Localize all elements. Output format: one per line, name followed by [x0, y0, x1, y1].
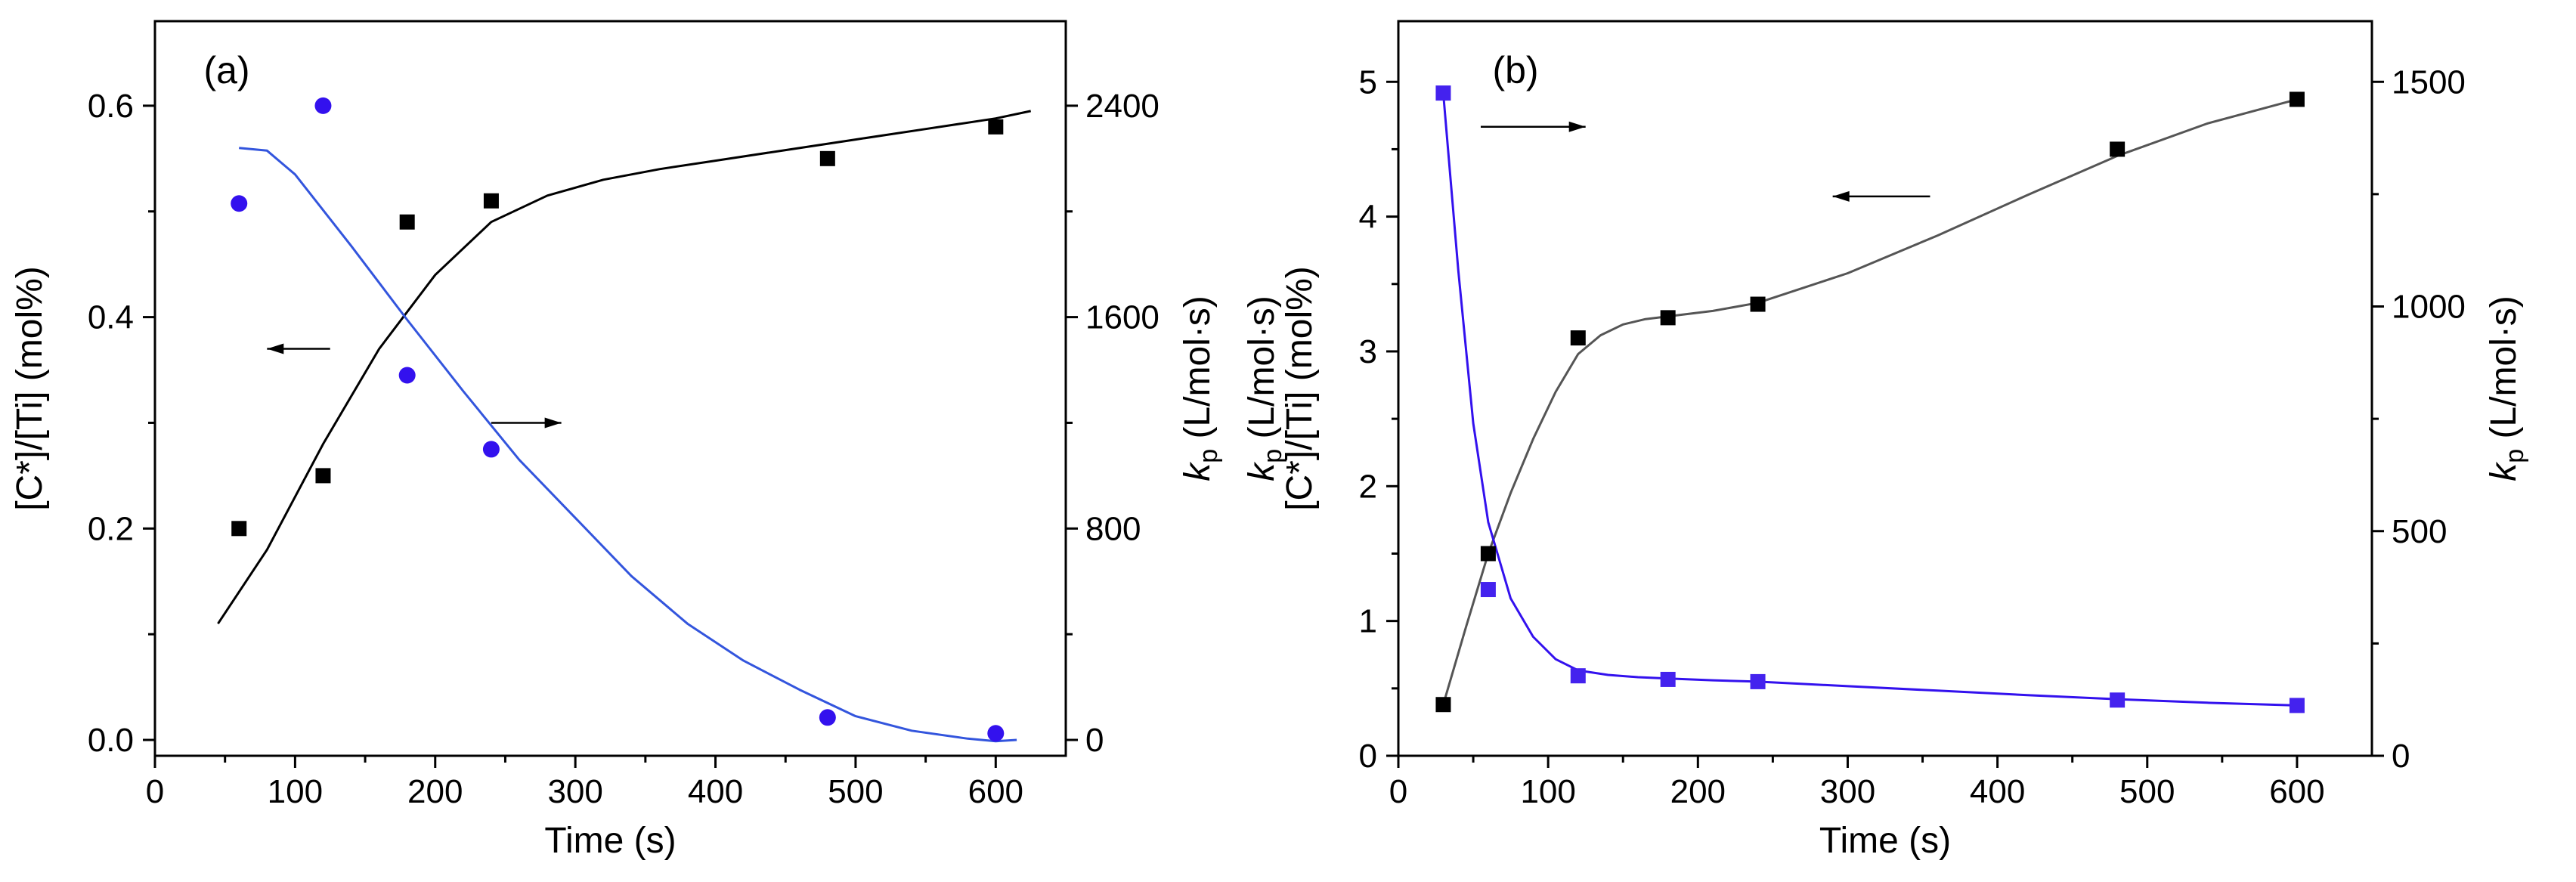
fit-curve — [1441, 92, 2297, 707]
panel-b: 0 100 200 300 400 500 600 0 1 2 3 4 5 0 500 1000 1500 (b)… — [1242, 20, 2529, 861]
arrow-head — [544, 417, 562, 429]
plot-frame — [1397, 20, 2373, 757]
y-tick-label: 3 — [1359, 333, 1377, 370]
data-point — [1480, 546, 1496, 562]
y2-tick-label: 0 — [1085, 722, 1104, 759]
y-tick-label: 0.4 — [88, 299, 134, 336]
x-tick-label: 500 — [2119, 773, 2175, 810]
panel-label: (a) — [203, 49, 249, 91]
data-point — [1480, 582, 1496, 598]
y-tick-label: 0 — [1359, 738, 1377, 775]
y2-tick-label: 1600 — [1085, 299, 1160, 336]
data-point — [398, 367, 416, 384]
y2-tick-label: 1500 — [2392, 63, 2466, 101]
data-point — [1750, 673, 1766, 689]
x-tick-label: 0 — [1389, 773, 1407, 810]
y-tick-label: 1 — [1359, 603, 1377, 640]
x-tick-label: 600 — [2269, 773, 2324, 810]
plot-frame — [153, 20, 1067, 757]
fit-curve — [239, 147, 1017, 743]
data-point — [819, 150, 835, 166]
panel-label: (b) — [1492, 49, 1538, 91]
x-tick-label: 0 — [146, 773, 164, 810]
y-tick-label: 0.6 — [88, 88, 134, 125]
y2-tick-label: 2400 — [1085, 88, 1160, 125]
y-tick-label: 4 — [1359, 199, 1377, 236]
data-point — [2289, 698, 2305, 713]
x-tick-label: 300 — [1820, 773, 1875, 810]
y2-tick-label: 1000 — [2392, 289, 2466, 326]
x-tick-label: 600 — [968, 773, 1023, 810]
y2-tick-label: 500 — [2392, 513, 2447, 550]
x-tick-label: 300 — [547, 773, 602, 810]
data-point — [1570, 330, 1586, 346]
y-tick-label: 5 — [1359, 63, 1377, 101]
arrow-head — [1832, 190, 1850, 202]
data-point — [482, 441, 500, 458]
y-axis-title-kp: kp (L/mol·s) — [1242, 296, 1287, 481]
x-tick-label: 100 — [1520, 773, 1575, 810]
y2-tick-label: 0 — [2392, 738, 2410, 775]
y-tick-label: 0.0 — [88, 722, 134, 759]
data-point — [399, 214, 415, 230]
data-point — [819, 709, 836, 726]
data-point — [1435, 697, 1451, 713]
x-tick-label: 500 — [828, 773, 883, 810]
data-point — [1570, 668, 1586, 684]
data-point — [315, 468, 331, 484]
data-point — [2110, 141, 2126, 157]
y-axis-title: [C*]/[Ti] (mol%) — [1280, 266, 1320, 511]
y2-tick-label: 800 — [1085, 510, 1141, 547]
data-point — [1660, 310, 1676, 326]
x-tick-label: 400 — [688, 773, 743, 810]
fit-curve — [1441, 97, 2298, 705]
arrow-head — [1568, 121, 1586, 132]
y2-axis-title: kp (L/mol·s) — [2484, 296, 2529, 481]
data-point — [1660, 671, 1676, 687]
x-tick-label: 200 — [1670, 773, 1726, 810]
data-point — [988, 119, 1004, 135]
data-point — [2110, 692, 2126, 708]
data-point — [1750, 296, 1766, 312]
data-point — [231, 195, 248, 212]
y2-axis-title: kp (L/mol·s) — [1178, 296, 1223, 481]
y-tick-label: 0.2 — [88, 510, 134, 547]
x-axis-title: Time (s) — [544, 821, 676, 861]
fit-curve — [217, 110, 1032, 625]
data-point — [987, 725, 1005, 742]
y-tick-label: 2 — [1359, 468, 1377, 505]
y-axis-title: [C*]/[Ti] (mol%) — [10, 266, 50, 511]
data-point — [483, 193, 499, 209]
x-axis-title: Time (s) — [1819, 821, 1951, 861]
data-point — [314, 97, 332, 114]
panel-a: 0 100 200 300 400 500 600 0.0 0.2 0.4 0.6 0 800 1600 2… — [10, 20, 1223, 861]
data-point — [231, 521, 247, 537]
data-point — [1435, 85, 1451, 101]
data-point — [2289, 91, 2305, 107]
x-tick-label: 200 — [407, 773, 463, 810]
arrow-head — [267, 343, 284, 354]
x-tick-label: 100 — [268, 773, 323, 810]
x-tick-label: 400 — [1970, 773, 2025, 810]
